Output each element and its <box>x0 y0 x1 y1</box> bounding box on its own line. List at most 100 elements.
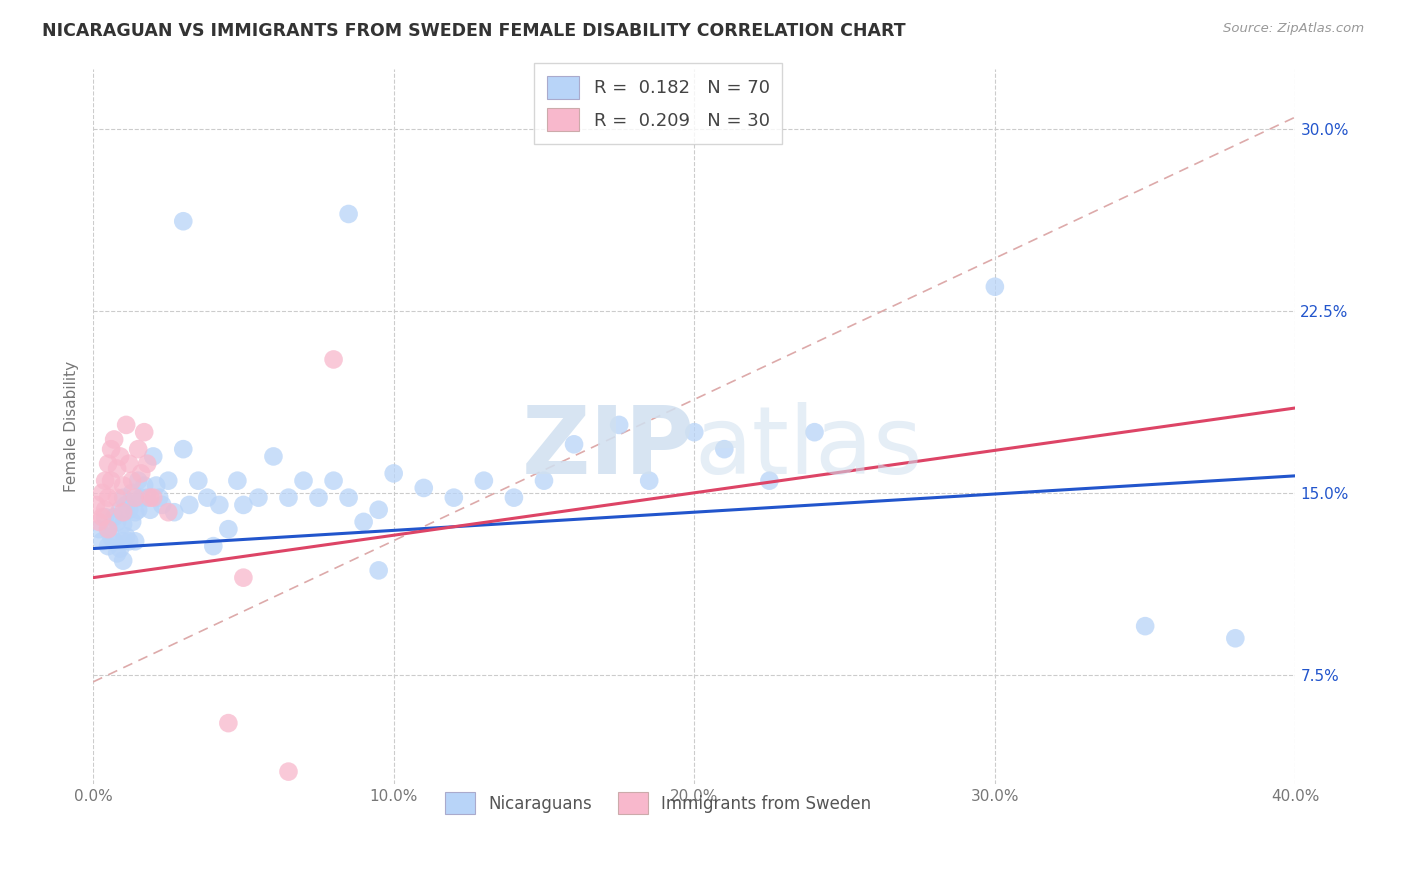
Text: Source: ZipAtlas.com: Source: ZipAtlas.com <box>1223 22 1364 36</box>
Point <box>1133 619 1156 633</box>
Point <box>277 491 299 505</box>
Point <box>232 498 254 512</box>
Point <box>533 474 555 488</box>
Point <box>139 491 162 505</box>
Legend: Nicaraguans, Immigrants from Sweden: Nicaraguans, Immigrants from Sweden <box>434 780 883 825</box>
Point <box>607 417 630 432</box>
Point <box>94 474 117 488</box>
Point <box>277 764 299 779</box>
Point <box>562 437 585 451</box>
Point <box>382 467 405 481</box>
Point <box>984 279 1007 293</box>
Point <box>232 571 254 585</box>
Point <box>94 502 117 516</box>
Point <box>108 541 131 556</box>
Point <box>97 522 120 536</box>
Point <box>87 515 110 529</box>
Point <box>91 485 114 500</box>
Point <box>100 529 122 543</box>
Point <box>108 450 131 464</box>
Point <box>217 522 239 536</box>
Point <box>103 534 125 549</box>
Point <box>262 450 284 464</box>
Point <box>758 474 780 488</box>
Point <box>112 478 135 492</box>
Point <box>112 491 135 505</box>
Point <box>337 207 360 221</box>
Point <box>112 554 135 568</box>
Y-axis label: Female Disability: Female Disability <box>65 360 79 491</box>
Point <box>129 491 152 505</box>
Point <box>247 491 270 505</box>
Point <box>134 425 156 440</box>
Point <box>124 534 146 549</box>
Point <box>638 474 661 488</box>
Point <box>87 522 110 536</box>
Point <box>148 491 170 505</box>
Point <box>97 457 120 471</box>
Point <box>337 491 360 505</box>
Point <box>100 442 122 457</box>
Point <box>163 505 186 519</box>
Point <box>142 491 165 505</box>
Point <box>105 461 128 475</box>
Point <box>97 491 120 505</box>
Point <box>172 442 194 457</box>
Point <box>136 457 159 471</box>
Point <box>134 478 156 492</box>
Point <box>412 481 434 495</box>
Point <box>226 474 249 488</box>
Point <box>803 425 825 440</box>
Point <box>142 450 165 464</box>
Point <box>308 491 330 505</box>
Point <box>121 515 143 529</box>
Point <box>121 485 143 500</box>
Point <box>217 716 239 731</box>
Point <box>124 505 146 519</box>
Point <box>112 505 135 519</box>
Point <box>97 522 120 536</box>
Point <box>145 478 167 492</box>
Point <box>367 563 389 577</box>
Point <box>157 505 180 519</box>
Point <box>443 491 465 505</box>
Point <box>136 491 159 505</box>
Point <box>118 457 141 471</box>
Point <box>112 534 135 549</box>
Point <box>292 474 315 488</box>
Point <box>322 474 344 488</box>
Point <box>118 534 141 549</box>
Point <box>121 474 143 488</box>
Point <box>150 498 173 512</box>
Point <box>97 539 120 553</box>
Point <box>157 474 180 488</box>
Point <box>115 529 138 543</box>
Point <box>91 534 114 549</box>
Point <box>100 474 122 488</box>
Point <box>94 510 117 524</box>
Point <box>124 491 146 505</box>
Point <box>127 502 149 516</box>
Text: ZIP: ZIP <box>522 401 695 493</box>
Point <box>108 502 131 516</box>
Point <box>105 491 128 505</box>
Point <box>472 474 495 488</box>
Point <box>503 491 526 505</box>
Point <box>179 498 201 512</box>
Point <box>127 474 149 488</box>
Point <box>105 515 128 529</box>
Point <box>187 474 209 488</box>
Point <box>1225 632 1247 646</box>
Point <box>91 510 114 524</box>
Point <box>683 425 706 440</box>
Point <box>139 502 162 516</box>
Point <box>322 352 344 367</box>
Point <box>103 510 125 524</box>
Point <box>713 442 735 457</box>
Point <box>103 433 125 447</box>
Point <box>84 498 107 512</box>
Point <box>195 491 218 505</box>
Point <box>118 502 141 516</box>
Point <box>367 502 389 516</box>
Text: atlas: atlas <box>695 401 922 493</box>
